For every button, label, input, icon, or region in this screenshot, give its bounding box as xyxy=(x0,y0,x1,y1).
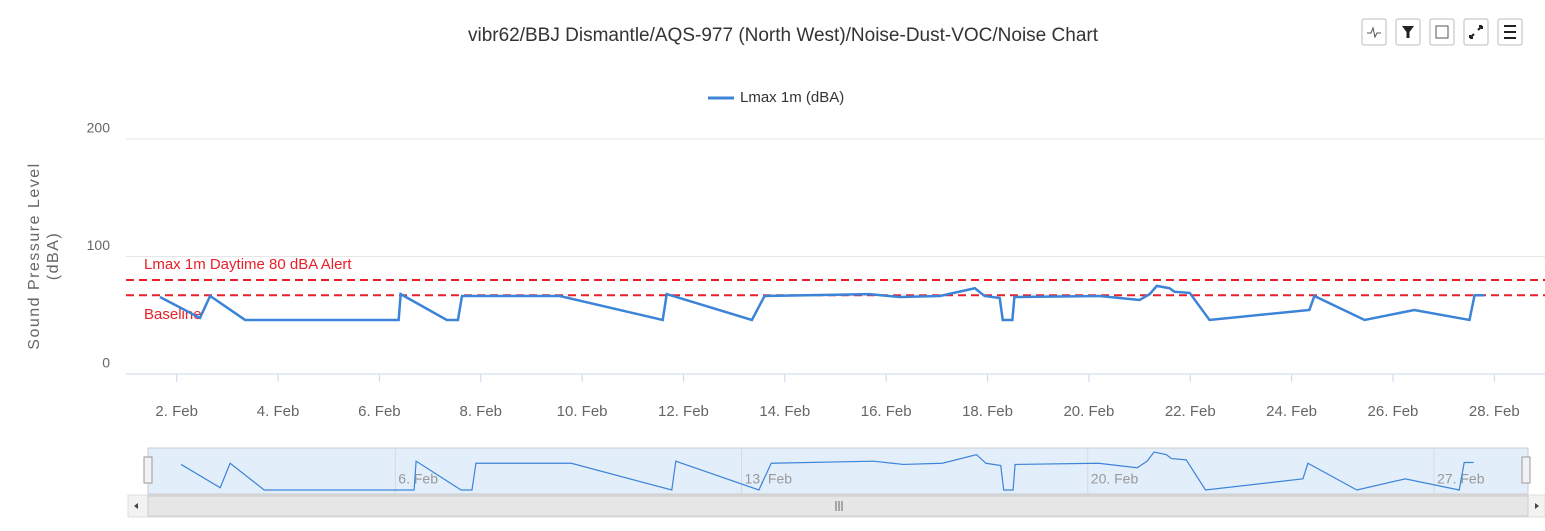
icon xyxy=(1435,25,1449,39)
x-tick-label: 10. Feb xyxy=(557,403,608,420)
x-tick-label: 18. Feb xyxy=(962,403,1013,420)
legend-label: Lmax 1m (dBA) xyxy=(740,89,844,106)
icon xyxy=(1504,25,1516,39)
navigator-tick-label: 13. Feb xyxy=(745,471,793,487)
btn-fullscreen[interactable] xyxy=(1463,18,1489,46)
toolbar xyxy=(1361,18,1523,46)
chart-title: vibr62/BBJ Dismantle/AQS-977 (North West… xyxy=(468,25,1099,46)
x-tick-label: 4. Feb xyxy=(257,403,300,420)
x-tick-label: 6. Feb xyxy=(358,403,401,420)
x-tick-label: 20. Feb xyxy=(1063,403,1114,420)
y-axis-title: Sound Pressure Level (dBA) xyxy=(26,162,62,350)
scrollbar-thumb[interactable] xyxy=(147,495,1529,517)
icon xyxy=(1367,26,1381,39)
y-tick-label: 100 xyxy=(87,237,111,253)
navigator-handle-left[interactable] xyxy=(143,456,153,484)
y-tick-label: 0 xyxy=(102,355,110,371)
x-tick-label: 14. Feb xyxy=(759,403,810,420)
x-tick-label: 26. Feb xyxy=(1368,403,1419,420)
plot-line-label: Lmax 1m Daytime 80 dBA Alert xyxy=(144,256,352,273)
icon xyxy=(1402,26,1414,38)
navigator-tick-label: 20. Feb xyxy=(1091,471,1139,487)
navigator-handle-right[interactable] xyxy=(1521,456,1531,484)
x-tick-label: 22. Feb xyxy=(1165,403,1216,420)
navigator-line xyxy=(180,451,1474,491)
x-tick-label: 16. Feb xyxy=(861,403,912,420)
x-tick-label: 2. Feb xyxy=(155,403,198,420)
btn-calendar[interactable] xyxy=(1429,18,1455,46)
scrollbar-grip xyxy=(835,501,843,511)
navigator-tick-label: 6. Feb xyxy=(398,471,438,487)
icon xyxy=(1469,25,1483,39)
x-tick-label: 28. Feb xyxy=(1469,403,1520,420)
navigator-mask xyxy=(147,447,1529,495)
x-tick-label: 8. Feb xyxy=(459,403,502,420)
x-tick-label: 24. Feb xyxy=(1266,403,1317,420)
x-tick-label: 12. Feb xyxy=(658,403,709,420)
y-tick-label: 200 xyxy=(87,120,111,136)
series-line xyxy=(159,284,1485,322)
